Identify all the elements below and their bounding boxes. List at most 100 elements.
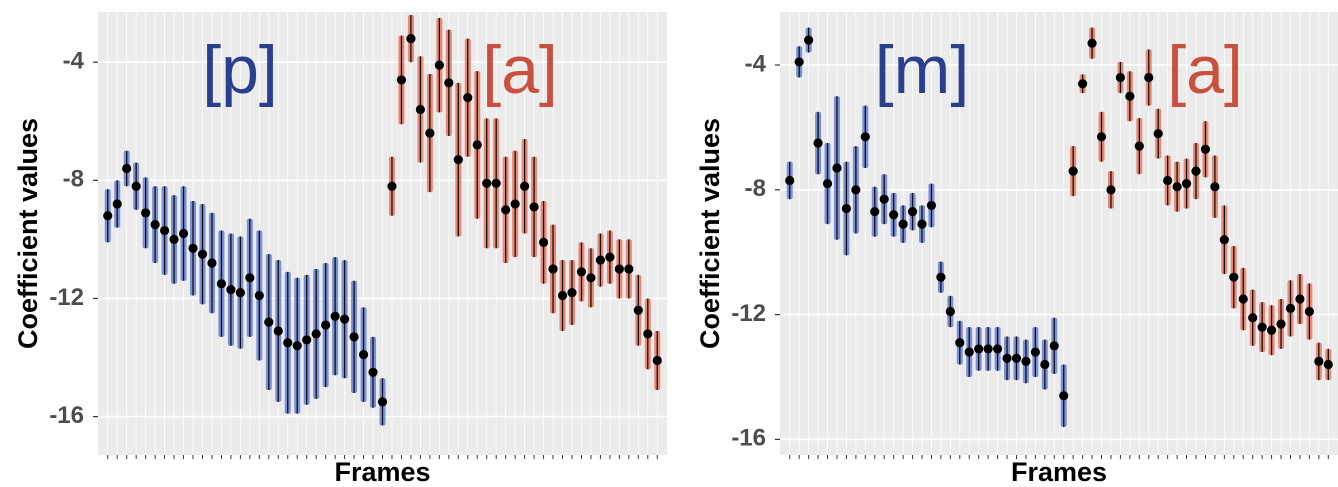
mean-point [235,287,245,298]
mean-point [1248,313,1258,323]
x-axis-label: Frames [334,457,430,487]
mean-point [1040,359,1050,370]
mean-point [302,335,312,345]
mean-point [1011,353,1022,363]
mean-point [643,329,653,339]
mean-point [150,220,160,230]
mean-point [1229,272,1239,282]
mean-point [1087,38,1097,48]
mean-point [131,181,141,191]
mean-point [785,175,795,186]
mean-point [557,290,568,301]
segment-label: [a] [1167,32,1243,108]
mean-point [463,93,473,103]
mean-point [482,178,492,188]
mean-point [1059,391,1069,401]
mean-point [340,314,350,324]
mean-point [491,178,501,188]
y-tick-label: -8 [745,175,766,202]
mean-point [311,329,321,339]
mean-point [1219,235,1229,245]
mean-point [1314,356,1324,367]
mean-point [1163,175,1173,186]
mean-point [907,207,918,217]
mean-point [264,317,274,327]
mean-point [936,272,946,282]
segment-label: [m] [875,32,969,108]
mean-point [425,128,435,138]
mean-point [1181,178,1192,189]
mean-point [652,355,662,366]
mean-point [576,267,587,277]
mean-point [1295,294,1305,304]
mean-point [1144,72,1154,83]
plot-background [780,12,1338,455]
y-tick-label: -12 [49,284,84,311]
y-tick-label: -8 [63,166,84,193]
mean-point [1096,132,1107,142]
mean-point [283,338,293,348]
mean-point [1172,182,1182,192]
mean-point [197,249,208,259]
mean-point [349,332,359,342]
mean-point [368,367,378,377]
mean-point [387,181,397,191]
mean-point [955,338,965,348]
mean-point [595,255,606,265]
mean-point [1068,166,1078,176]
mean-point [169,234,179,245]
mean-point [444,78,454,88]
mean-point [159,225,170,236]
mean-point [841,203,852,214]
mean-point [245,273,255,283]
mean-point [586,273,596,283]
mean-point [321,320,331,330]
mean-point [860,132,870,142]
mean-point [188,243,198,253]
y-tick-label: -16 [49,402,84,429]
mean-point [1030,347,1040,357]
y-tick-label: -12 [731,300,766,327]
y-tick-label: -4 [63,48,85,75]
mean-point [538,237,549,247]
y-axis-label: Coefficient values [695,118,725,349]
mean-point [1238,294,1248,304]
y-axis-label: Coefficient values [13,118,43,349]
mean-point [254,290,264,301]
mean-point [273,326,283,336]
mean-point [794,57,804,67]
mean-point [1323,359,1333,370]
y-tick-label: -4 [745,50,767,77]
mean-point [879,194,889,204]
mean-point [851,185,861,195]
mean-point [434,60,444,70]
mean-point [529,202,539,212]
mean-point [822,178,833,189]
mean-point [633,305,643,315]
mean-point [548,264,558,274]
mean-point [889,210,899,220]
mean-point [406,33,416,44]
mean-point [292,341,302,351]
mean-point [103,211,113,221]
mean-point [926,200,937,211]
mean-point [178,228,189,239]
mean-point [472,140,482,150]
mean-point [520,181,530,191]
mean-point [1002,353,1012,363]
mean-point [226,285,236,295]
mean-point [216,279,227,289]
mean-point [1106,185,1116,195]
mean-point [510,199,520,209]
mean-point [1021,356,1031,367]
mean-point [1257,322,1267,332]
mean-point [1266,325,1277,335]
mean-point [1210,182,1220,192]
mean-point [358,349,369,360]
segment-label: [a] [482,32,558,108]
mean-point [624,264,634,274]
mean-point [453,155,463,165]
mean-point [1191,166,1201,176]
x-axis-label: Frames [1011,457,1107,487]
mean-point [141,208,151,218]
